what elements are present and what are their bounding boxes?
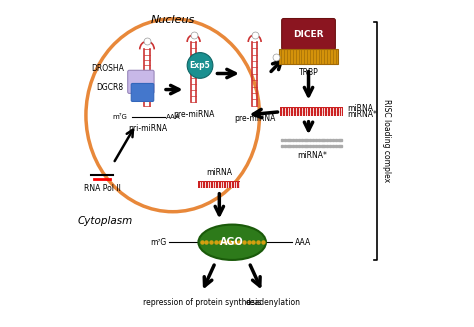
Text: miRNA: miRNA <box>206 168 232 177</box>
FancyBboxPatch shape <box>199 181 240 188</box>
FancyBboxPatch shape <box>281 107 343 112</box>
Text: RISC loading complex: RISC loading complex <box>382 99 391 182</box>
Circle shape <box>187 53 213 78</box>
FancyBboxPatch shape <box>131 83 154 101</box>
FancyBboxPatch shape <box>279 49 338 64</box>
Text: pri-miRNA: pri-miRNA <box>128 124 167 133</box>
Text: RNA Pol II: RNA Pol II <box>83 184 120 193</box>
Text: Cytoplasm: Cytoplasm <box>78 216 133 226</box>
Text: DICER: DICER <box>293 30 324 39</box>
Text: AAA: AAA <box>166 114 181 120</box>
Text: AGO: AGO <box>220 237 244 247</box>
Text: m⁷G: m⁷G <box>113 114 128 120</box>
Text: DROSHA: DROSHA <box>91 64 124 73</box>
Text: AAA: AAA <box>295 238 311 247</box>
Text: pre-miRNA: pre-miRNA <box>234 114 275 123</box>
Text: miRNA*: miRNA* <box>297 151 327 160</box>
FancyBboxPatch shape <box>281 112 343 116</box>
Text: m⁷G: m⁷G <box>150 238 166 247</box>
Text: miRNA: miRNA <box>347 104 373 113</box>
Ellipse shape <box>199 225 266 260</box>
Text: repression of protein synthesis: repression of protein synthesis <box>143 298 261 307</box>
Text: miRNA*: miRNA* <box>347 110 377 119</box>
Text: Nucleus: Nucleus <box>151 15 195 26</box>
Text: DGCR8: DGCR8 <box>97 83 124 93</box>
Text: Exp5: Exp5 <box>190 61 210 70</box>
FancyBboxPatch shape <box>128 70 154 94</box>
Text: TRBP: TRBP <box>299 68 319 77</box>
FancyBboxPatch shape <box>282 19 336 50</box>
Text: pre-miRNA: pre-miRNA <box>173 111 214 119</box>
Text: deadenylation: deadenylation <box>245 298 300 307</box>
